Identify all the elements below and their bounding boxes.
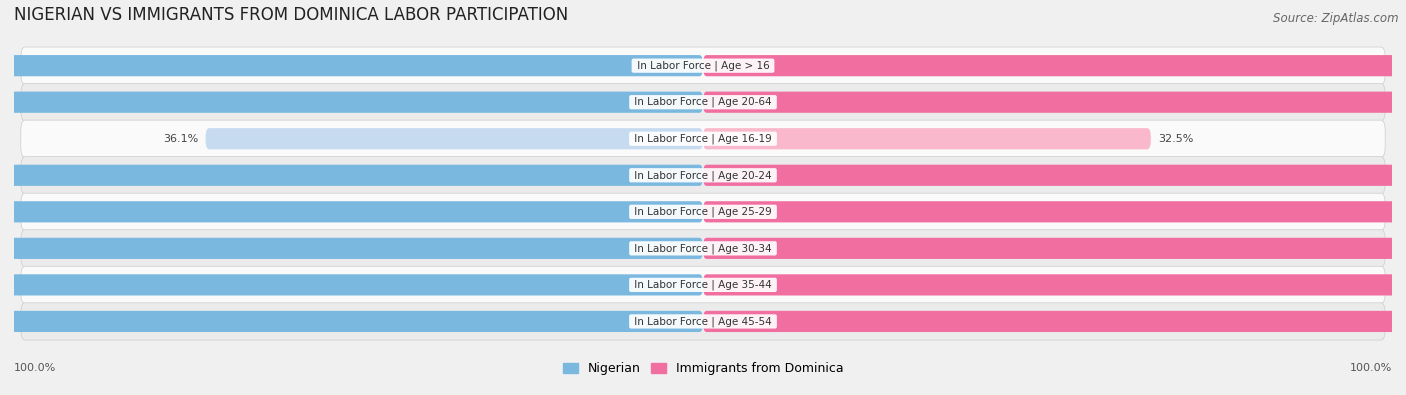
FancyBboxPatch shape (21, 120, 1385, 157)
Text: In Labor Force | Age 30-34: In Labor Force | Age 30-34 (631, 243, 775, 254)
FancyBboxPatch shape (21, 47, 1385, 84)
Text: 100.0%: 100.0% (1350, 363, 1392, 373)
Legend: Nigerian, Immigrants from Dominica: Nigerian, Immigrants from Dominica (558, 357, 848, 380)
FancyBboxPatch shape (703, 311, 1406, 332)
Text: In Labor Force | Age 35-44: In Labor Force | Age 35-44 (631, 280, 775, 290)
Text: 36.1%: 36.1% (163, 134, 198, 144)
FancyBboxPatch shape (21, 230, 1385, 267)
FancyBboxPatch shape (703, 128, 1152, 149)
FancyBboxPatch shape (703, 201, 1406, 222)
FancyBboxPatch shape (21, 84, 1385, 121)
FancyBboxPatch shape (21, 193, 1385, 230)
FancyBboxPatch shape (0, 311, 703, 332)
FancyBboxPatch shape (21, 303, 1385, 340)
FancyBboxPatch shape (0, 238, 703, 259)
Text: In Labor Force | Age > 16: In Labor Force | Age > 16 (634, 60, 772, 71)
FancyBboxPatch shape (703, 274, 1406, 295)
Text: 32.5%: 32.5% (1157, 134, 1194, 144)
Text: NIGERIAN VS IMMIGRANTS FROM DOMINICA LABOR PARTICIPATION: NIGERIAN VS IMMIGRANTS FROM DOMINICA LAB… (14, 6, 568, 24)
Text: In Labor Force | Age 16-19: In Labor Force | Age 16-19 (631, 134, 775, 144)
FancyBboxPatch shape (205, 128, 703, 149)
Text: In Labor Force | Age 20-24: In Labor Force | Age 20-24 (631, 170, 775, 181)
FancyBboxPatch shape (703, 165, 1406, 186)
Text: In Labor Force | Age 45-54: In Labor Force | Age 45-54 (631, 316, 775, 327)
FancyBboxPatch shape (703, 55, 1406, 76)
Text: Source: ZipAtlas.com: Source: ZipAtlas.com (1274, 12, 1399, 25)
Text: 100.0%: 100.0% (14, 363, 56, 373)
FancyBboxPatch shape (703, 92, 1406, 113)
FancyBboxPatch shape (0, 165, 703, 186)
FancyBboxPatch shape (0, 55, 703, 76)
FancyBboxPatch shape (0, 274, 703, 295)
Text: In Labor Force | Age 20-64: In Labor Force | Age 20-64 (631, 97, 775, 107)
Text: In Labor Force | Age 25-29: In Labor Force | Age 25-29 (631, 207, 775, 217)
FancyBboxPatch shape (21, 266, 1385, 303)
FancyBboxPatch shape (0, 92, 703, 113)
FancyBboxPatch shape (703, 238, 1406, 259)
FancyBboxPatch shape (21, 157, 1385, 194)
FancyBboxPatch shape (0, 201, 703, 222)
